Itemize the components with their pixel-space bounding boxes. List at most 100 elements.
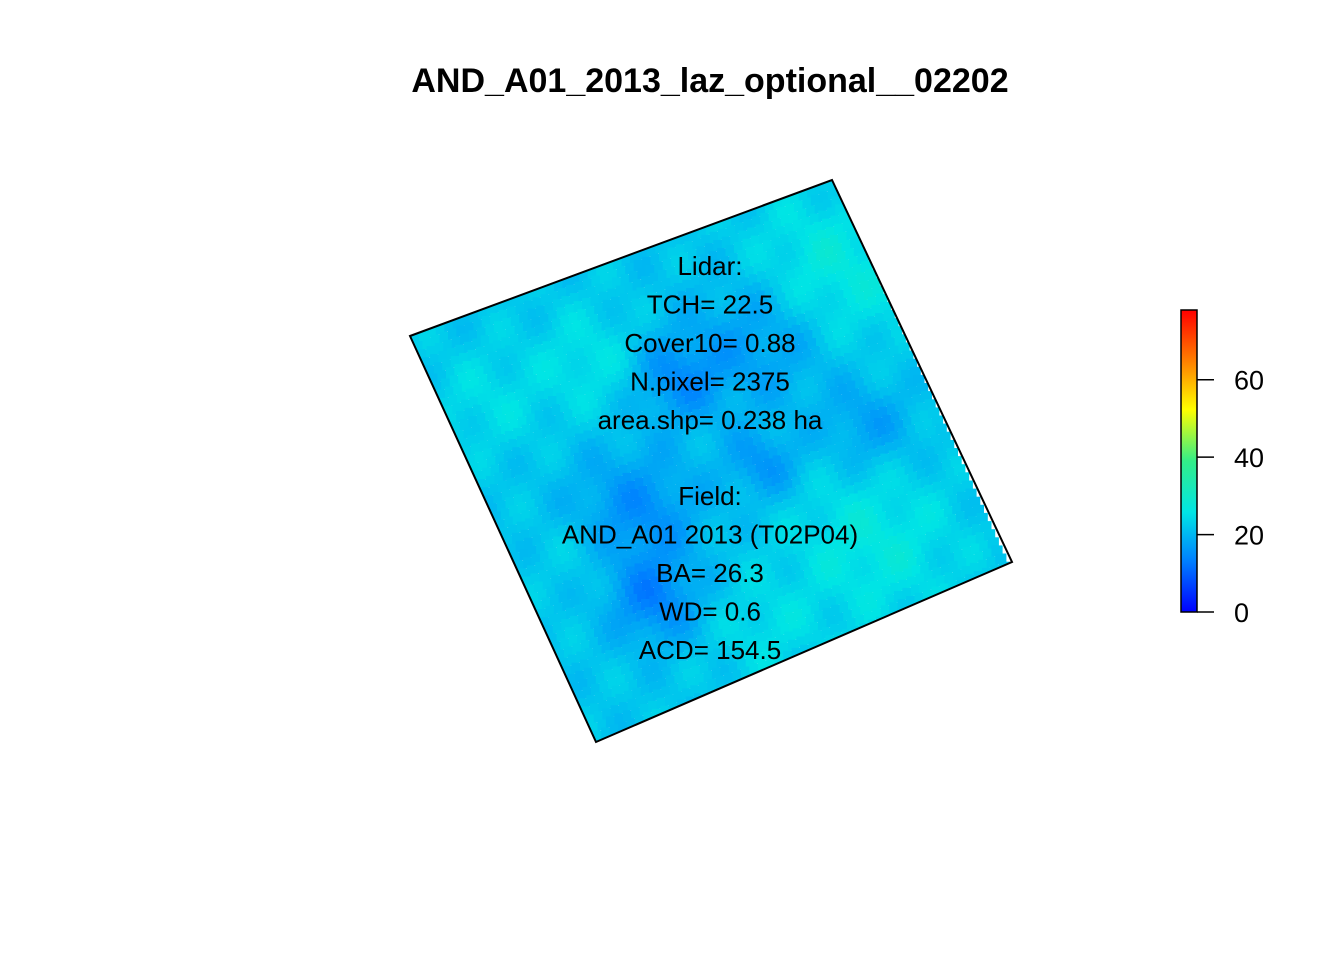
raster-cell bbox=[826, 615, 838, 628]
raster-cell bbox=[861, 261, 873, 273]
raster-cell bbox=[986, 556, 998, 568]
raster-cell bbox=[686, 439, 698, 451]
raster-cell bbox=[927, 426, 939, 438]
raster-cell bbox=[661, 363, 673, 375]
raster-cell bbox=[898, 494, 911, 506]
raster-cell bbox=[581, 620, 594, 633]
raster-cell bbox=[639, 466, 651, 478]
raster-cell bbox=[517, 350, 529, 362]
raster-cell bbox=[550, 357, 562, 369]
raster-cell bbox=[522, 576, 534, 588]
raster-cell bbox=[689, 619, 701, 631]
raster-cell bbox=[736, 440, 748, 452]
raster-cell bbox=[805, 614, 817, 626]
raster-cell bbox=[806, 594, 818, 606]
raster-cell bbox=[482, 382, 494, 394]
raster-cell bbox=[796, 399, 808, 411]
raster-cell bbox=[762, 649, 774, 661]
raster-cell bbox=[719, 598, 731, 610]
raster-cell bbox=[501, 489, 513, 501]
raster-cell bbox=[940, 564, 952, 576]
raster-cell bbox=[779, 557, 791, 569]
raster-cell bbox=[671, 321, 683, 333]
raster-cell bbox=[763, 477, 775, 490]
raster-cell bbox=[649, 510, 661, 522]
raster-cell bbox=[698, 359, 711, 371]
raster-cell bbox=[688, 315, 700, 327]
raster-cell bbox=[780, 537, 792, 550]
raster-cell bbox=[652, 300, 664, 312]
raster-cell bbox=[562, 276, 574, 288]
raster-cell bbox=[597, 634, 609, 646]
raster-cell bbox=[851, 540, 863, 552]
raster-cell bbox=[834, 223, 846, 235]
raster-cell bbox=[928, 473, 941, 485]
raster-cell bbox=[725, 653, 737, 665]
raster-cell bbox=[817, 230, 829, 242]
raster-cell bbox=[679, 575, 691, 587]
raster-cell bbox=[952, 588, 964, 600]
raster-cell bbox=[922, 589, 935, 601]
raster-cell bbox=[463, 427, 475, 439]
raster-cell bbox=[848, 427, 860, 439]
field-annotation-line: WD= 0.6 bbox=[659, 597, 761, 627]
raster-cell bbox=[953, 569, 965, 581]
raster-cell bbox=[704, 328, 716, 340]
raster-cell bbox=[734, 222, 747, 234]
raster-cell bbox=[965, 488, 977, 500]
raster-cell bbox=[614, 476, 626, 488]
raster-cell bbox=[560, 315, 572, 327]
raster-cell bbox=[804, 567, 816, 579]
raster-cell bbox=[519, 463, 531, 475]
raster-cell bbox=[661, 278, 673, 290]
raster-cell bbox=[851, 454, 863, 466]
raster-cell bbox=[781, 518, 793, 530]
raster-cell bbox=[718, 380, 730, 392]
raster-cell bbox=[771, 323, 783, 335]
raster-cell bbox=[463, 341, 475, 353]
raster-cell bbox=[831, 433, 843, 445]
raster-cell bbox=[794, 266, 806, 278]
raster-cell bbox=[807, 252, 820, 264]
raster-cell bbox=[661, 449, 673, 461]
raster-cell bbox=[747, 379, 759, 391]
raster-cell bbox=[480, 421, 492, 433]
raster-cell bbox=[671, 407, 683, 419]
raster-cell bbox=[863, 611, 875, 623]
raster-cell bbox=[905, 615, 917, 627]
raster-cell bbox=[534, 495, 546, 508]
raster-cell bbox=[742, 561, 754, 573]
raster-cell bbox=[708, 251, 720, 263]
raster-cell bbox=[499, 376, 511, 388]
raster-cell bbox=[841, 411, 853, 423]
raster-cell bbox=[581, 383, 593, 395]
raster-cell bbox=[600, 424, 612, 436]
raster-cell bbox=[670, 664, 682, 676]
raster-cell bbox=[659, 554, 671, 566]
raster-cell bbox=[697, 378, 710, 390]
raster-cell bbox=[698, 444, 710, 456]
raster-cell bbox=[496, 519, 508, 531]
raster-cell bbox=[890, 582, 902, 595]
raster-cell bbox=[855, 377, 867, 389]
raster-cell bbox=[793, 523, 806, 535]
raster-cell bbox=[712, 259, 724, 271]
raster-cell bbox=[492, 511, 504, 523]
raster-cell bbox=[872, 371, 884, 383]
raster-cell bbox=[937, 556, 949, 568]
raster-cell bbox=[900, 455, 913, 467]
raster-cell bbox=[636, 524, 648, 536]
raster-cell bbox=[656, 460, 668, 472]
raster-cell bbox=[636, 372, 648, 385]
raster-cell bbox=[526, 327, 538, 340]
raster-cell bbox=[619, 616, 631, 628]
raster-cell bbox=[711, 667, 724, 679]
raster-cell bbox=[790, 344, 802, 356]
raster-cell bbox=[760, 536, 772, 548]
raster-cell bbox=[964, 593, 976, 605]
raster-cell bbox=[781, 452, 793, 464]
raster-cell bbox=[772, 218, 784, 230]
raster-cell bbox=[499, 527, 511, 539]
raster-cell bbox=[778, 576, 790, 588]
raster-cell bbox=[628, 271, 641, 283]
